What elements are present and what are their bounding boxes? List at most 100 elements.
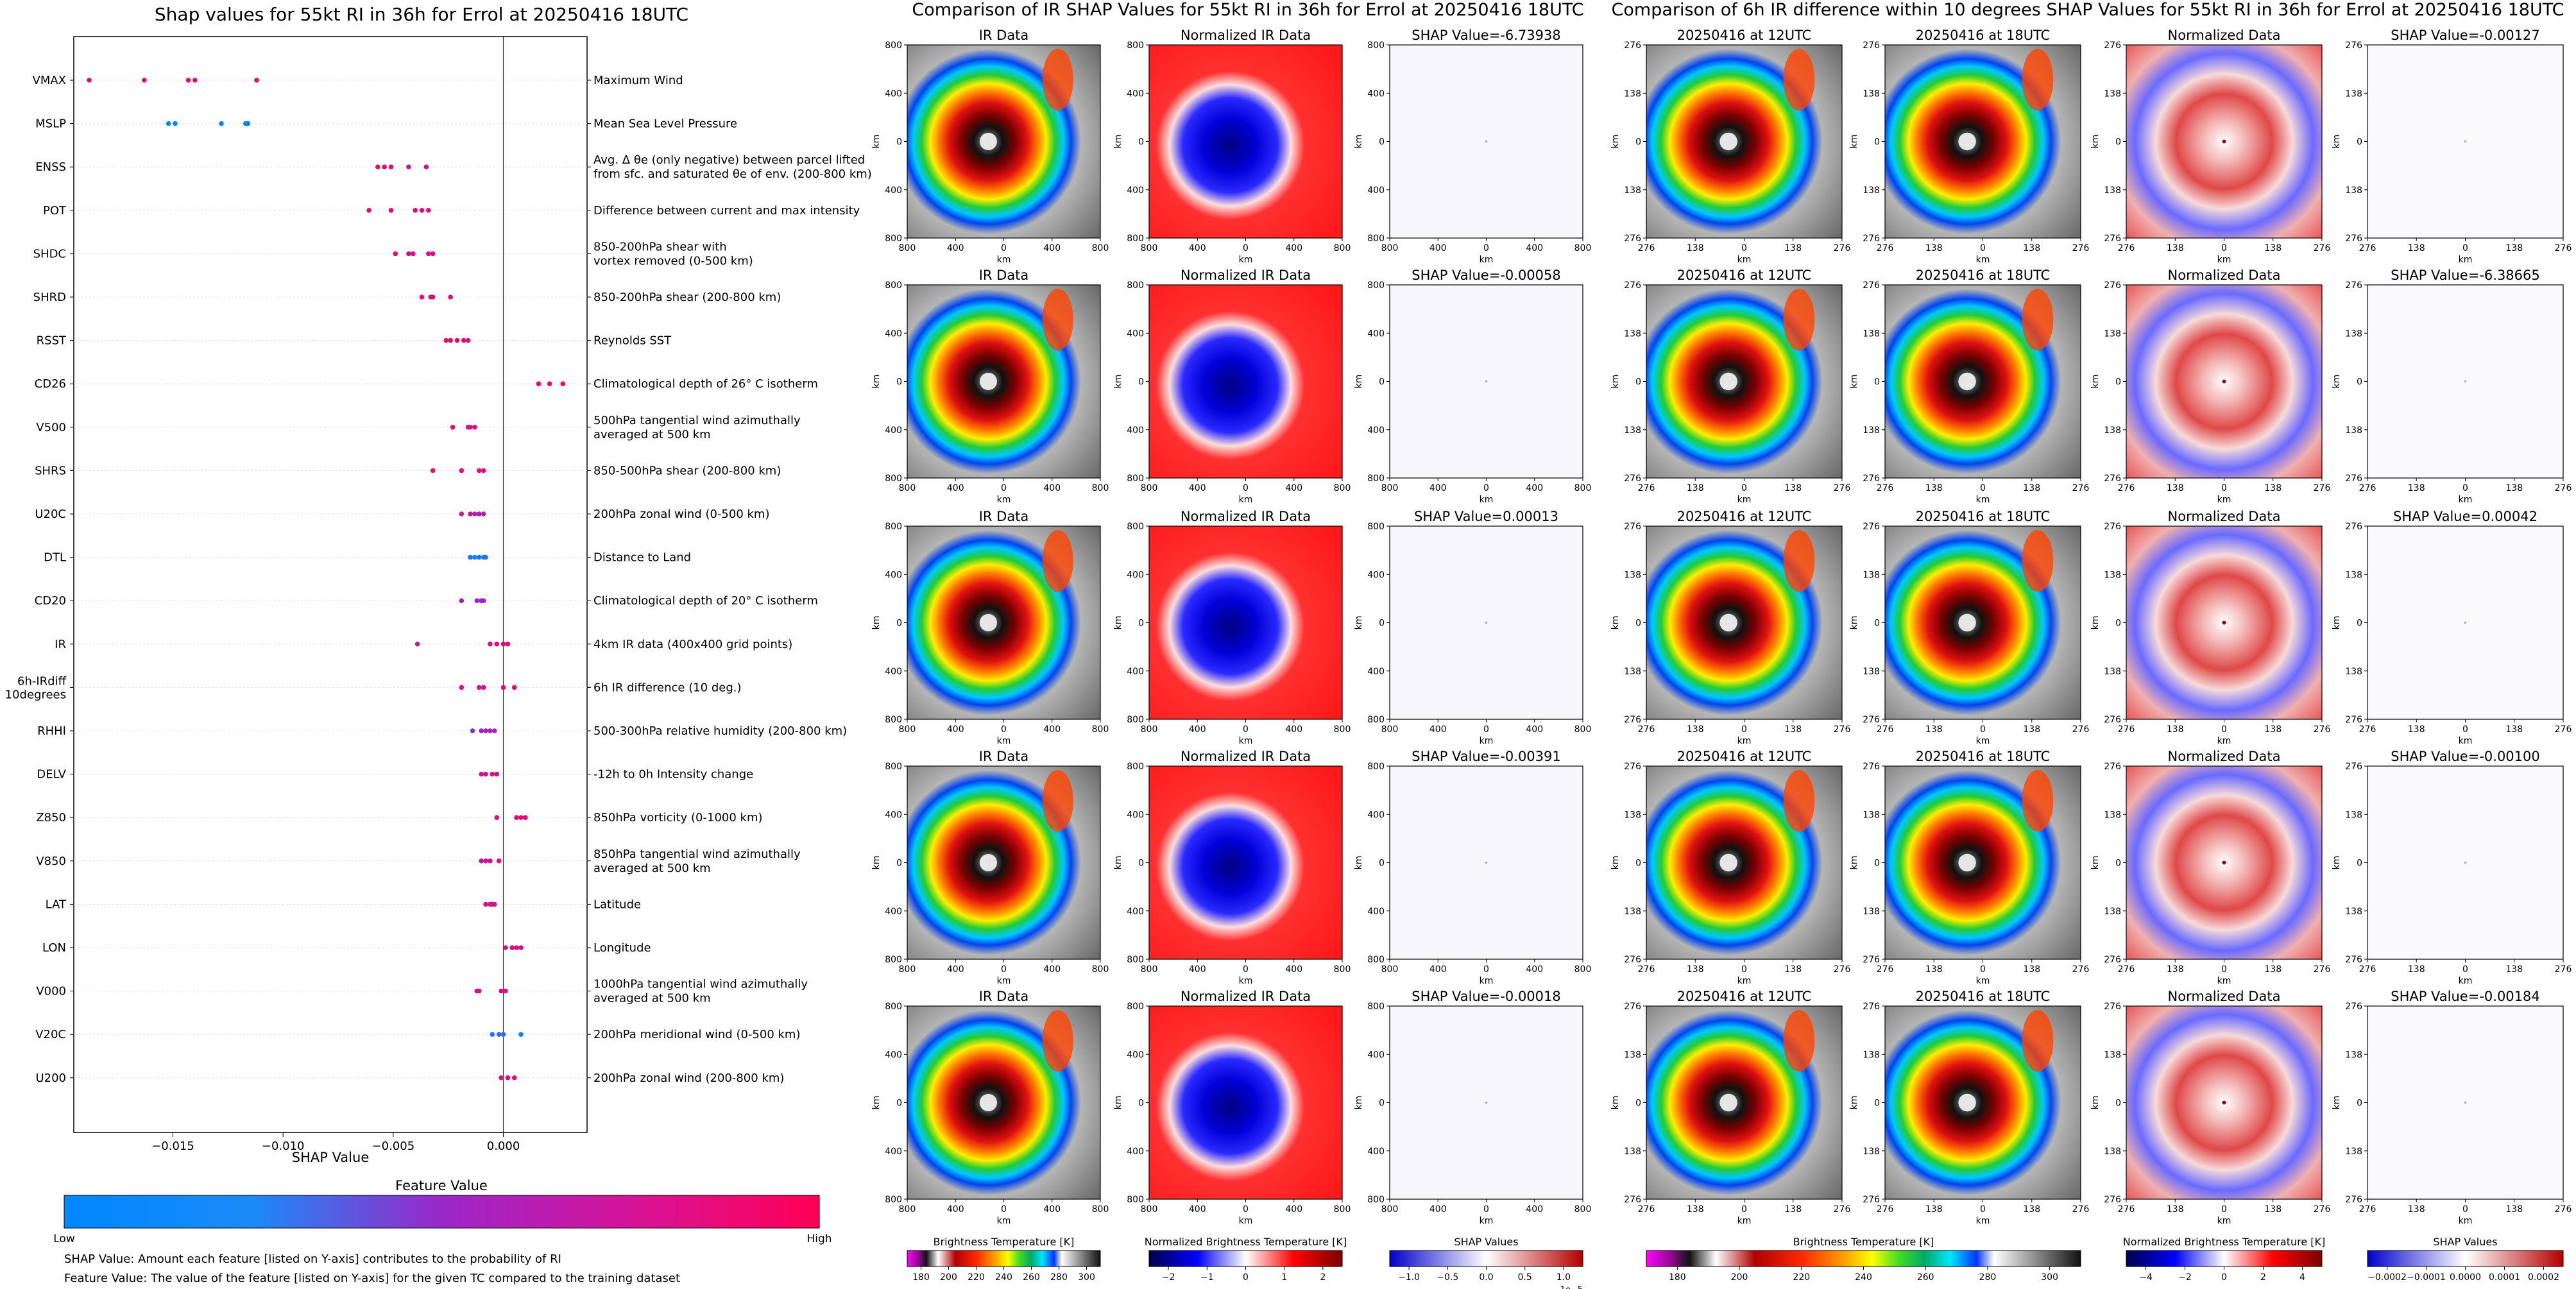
x-axis-label: km (2217, 976, 2231, 986)
y-tick-label: 276 (2104, 474, 2121, 484)
y-tick-label: 276 (1624, 1002, 1641, 1012)
y-tick-label: 0 (2115, 377, 2121, 388)
y-axis-label: km (871, 1096, 882, 1110)
y-axis-label: km (1354, 616, 1364, 630)
y-tick-label: 0 (2357, 619, 2362, 629)
y-tick-label: 800 (1127, 280, 1144, 291)
y-tick-label: 276 (1624, 280, 1641, 291)
y-tick-label: 276 (2104, 522, 2121, 532)
y-tick-label: 276 (1863, 1195, 1880, 1205)
shap-point (448, 295, 453, 300)
ir-image-grid: IR Data 800 400 0 400 800 800 400 0 400 800 km km Nor… (871, 28, 1591, 1226)
y-axis-label: km (871, 375, 882, 389)
subplot-title: 20250416 at 18UTC (1916, 509, 2051, 524)
colorbar-tick-label: 300 (2041, 1272, 2058, 1283)
colorbar-tick-label: 0.5 (1518, 1272, 1532, 1283)
colorbar-title: Brightness Temperature [K] (934, 1236, 1075, 1248)
colorbar-tick-label: 240 (995, 1272, 1012, 1283)
x-tick-label: 0 (1483, 483, 1489, 493)
y-tick-label: 0 (1635, 1098, 1641, 1109)
colorbar: SHAP Values −1.0 −0.5 0.0 0.5 1.0 1e−5 (1389, 1236, 1583, 1289)
shap-point (173, 121, 178, 126)
x-tick-label: 400 (947, 724, 964, 735)
y-tick-label: 0 (1874, 137, 1880, 148)
y-axis-label: km (2332, 856, 2342, 870)
shap-point (494, 815, 500, 820)
x-tick-label: 400 (1189, 243, 1206, 253)
colorbar-tick-label: −2 (1162, 1272, 1175, 1283)
x-axis-label: km (1737, 736, 1752, 746)
x-tick-label: 138 (2505, 964, 2523, 975)
shap-point (500, 642, 506, 647)
y-tick-label: 276 (1863, 1002, 1880, 1012)
y-tick-label: 400 (1367, 667, 1385, 677)
y-axis-label: km (1610, 135, 1621, 149)
y-tick-label: 138 (2345, 907, 2362, 917)
subplot-title: IR Data (979, 268, 1029, 283)
y-tick-label: 276 (1863, 522, 1880, 532)
shap-point (491, 901, 497, 907)
shap-point (366, 208, 371, 213)
x-tick-label: 138 (2264, 483, 2282, 493)
y-tick-label: 138 (2104, 89, 2121, 99)
convection-band (1042, 1010, 1073, 1072)
shap-point (483, 728, 488, 733)
shap-point (472, 425, 477, 430)
feature-name-label: ENSS (35, 160, 66, 174)
x-tick-label: 276 (1834, 1204, 1851, 1215)
colorbar-tick-label: 0.0002 (2528, 1272, 2559, 1283)
x-tick-label: 276 (2555, 724, 2572, 735)
y-tick-label: 276 (2104, 955, 2121, 965)
y-axis-label: km (1610, 616, 1621, 630)
ir-comparison-title: Comparison of IR SHAP Values for 55kt RI… (912, 0, 1583, 20)
y-tick-label: 138 (1863, 89, 1880, 99)
x-tick-label: 400 (1285, 243, 1302, 253)
y-tick-label: 400 (885, 329, 902, 339)
y-tick-label: 0 (2357, 858, 2362, 869)
y-axis-label: km (2332, 1096, 2342, 1110)
shap-point (479, 771, 484, 777)
x-tick-label: 0 (1001, 964, 1007, 975)
x-tick-label: 400 (1285, 1204, 1302, 1215)
y-tick-label: 138 (2104, 810, 2121, 820)
shap-point (511, 685, 517, 690)
y-tick-label: 276 (2345, 1195, 2362, 1205)
feature-description: Avg. Δ θe (only negative) between parcel… (593, 153, 872, 181)
y-tick-label: 276 (2345, 280, 2362, 291)
y-tick-label: 400 (1127, 425, 1144, 436)
center-marker (1485, 621, 1488, 624)
x-tick-label: 0 (1483, 243, 1489, 253)
y-axis-label: km (1113, 375, 1123, 389)
x-tick-label: −0.010 (262, 1140, 305, 1153)
y-tick-label: 0 (1138, 858, 1144, 869)
shap-point (518, 815, 524, 820)
x-tick-label: 276 (1877, 1204, 1894, 1215)
y-tick-label: 400 (1127, 907, 1144, 917)
x-tick-label: 400 (1285, 964, 1302, 975)
x-tick-label: 800 (1141, 1204, 1158, 1215)
y-axis-label: km (871, 856, 882, 870)
x-tick-label: 138 (2167, 243, 2184, 253)
x-axis-label: km (1480, 976, 1494, 986)
feature-description: 850hPa tangential wind azimuthally averag… (593, 848, 801, 875)
x-tick-label: 276 (2314, 964, 2331, 975)
y-tick-label: 400 (1127, 89, 1144, 99)
subplot-title: SHAP Value=-6.73938 (1412, 28, 1561, 43)
x-tick-label: 276 (2555, 243, 2572, 253)
y-tick-label: 276 (1863, 280, 1880, 291)
storm-eye (1719, 853, 1737, 872)
y-tick-label: 400 (1367, 425, 1385, 436)
y-tick-label: 276 (2345, 1002, 2362, 1012)
y-tick-label: 400 (1367, 1147, 1385, 1157)
shap-point (483, 858, 488, 864)
y-tick-label: 276 (2104, 40, 2121, 51)
image-field (1149, 1006, 1342, 1199)
colorbar-title: SHAP Values (2433, 1236, 2497, 1248)
y-tick-label: 276 (2345, 955, 2362, 965)
y-tick-label: 400 (1367, 810, 1385, 820)
x-axis-label: km (2217, 255, 2231, 265)
x-tick-label: 138 (1784, 1204, 1802, 1215)
